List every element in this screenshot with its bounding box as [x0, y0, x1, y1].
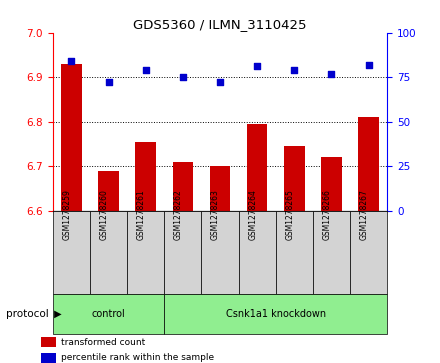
Bar — [172, 162, 193, 211]
Text: Csnk1a1 knockdown: Csnk1a1 knockdown — [226, 309, 326, 319]
Bar — [164, 211, 202, 294]
Text: GSM1278267: GSM1278267 — [359, 189, 369, 240]
Bar — [98, 171, 119, 211]
Text: GSM1278260: GSM1278260 — [99, 189, 109, 240]
Text: protocol: protocol — [6, 309, 48, 319]
Bar — [61, 64, 81, 211]
Bar — [41, 352, 56, 363]
Bar — [41, 337, 56, 347]
Point — [365, 62, 372, 68]
Bar — [210, 166, 230, 211]
Bar — [127, 211, 164, 294]
Bar — [247, 124, 268, 211]
Title: GDS5360 / ILMN_3110425: GDS5360 / ILMN_3110425 — [133, 19, 307, 32]
Bar — [202, 211, 238, 294]
Point — [105, 79, 112, 85]
Bar — [284, 146, 304, 211]
Bar — [276, 211, 313, 294]
Point — [291, 67, 298, 73]
Text: GSM1278262: GSM1278262 — [174, 189, 183, 240]
Point — [68, 58, 75, 64]
Point — [253, 64, 260, 69]
Text: GSM1278261: GSM1278261 — [137, 189, 146, 240]
Bar — [359, 117, 379, 211]
Point — [180, 74, 187, 80]
Text: GSM1278266: GSM1278266 — [323, 189, 331, 240]
Bar — [238, 211, 276, 294]
Text: ▶: ▶ — [51, 309, 61, 319]
Bar — [136, 142, 156, 211]
Point — [328, 71, 335, 77]
Bar — [53, 294, 164, 334]
Text: GSM1278264: GSM1278264 — [248, 189, 257, 240]
Point — [142, 67, 149, 73]
Bar — [164, 294, 387, 334]
Bar — [350, 211, 387, 294]
Text: GSM1278263: GSM1278263 — [211, 189, 220, 240]
Bar — [313, 211, 350, 294]
Text: control: control — [92, 309, 125, 319]
Bar — [321, 157, 342, 211]
Bar — [90, 211, 127, 294]
Text: transformed count: transformed count — [61, 338, 145, 347]
Text: GSM1278259: GSM1278259 — [62, 189, 71, 240]
Text: GSM1278265: GSM1278265 — [285, 189, 294, 240]
Bar — [53, 211, 90, 294]
Point — [216, 79, 224, 85]
Text: percentile rank within the sample: percentile rank within the sample — [61, 353, 214, 362]
